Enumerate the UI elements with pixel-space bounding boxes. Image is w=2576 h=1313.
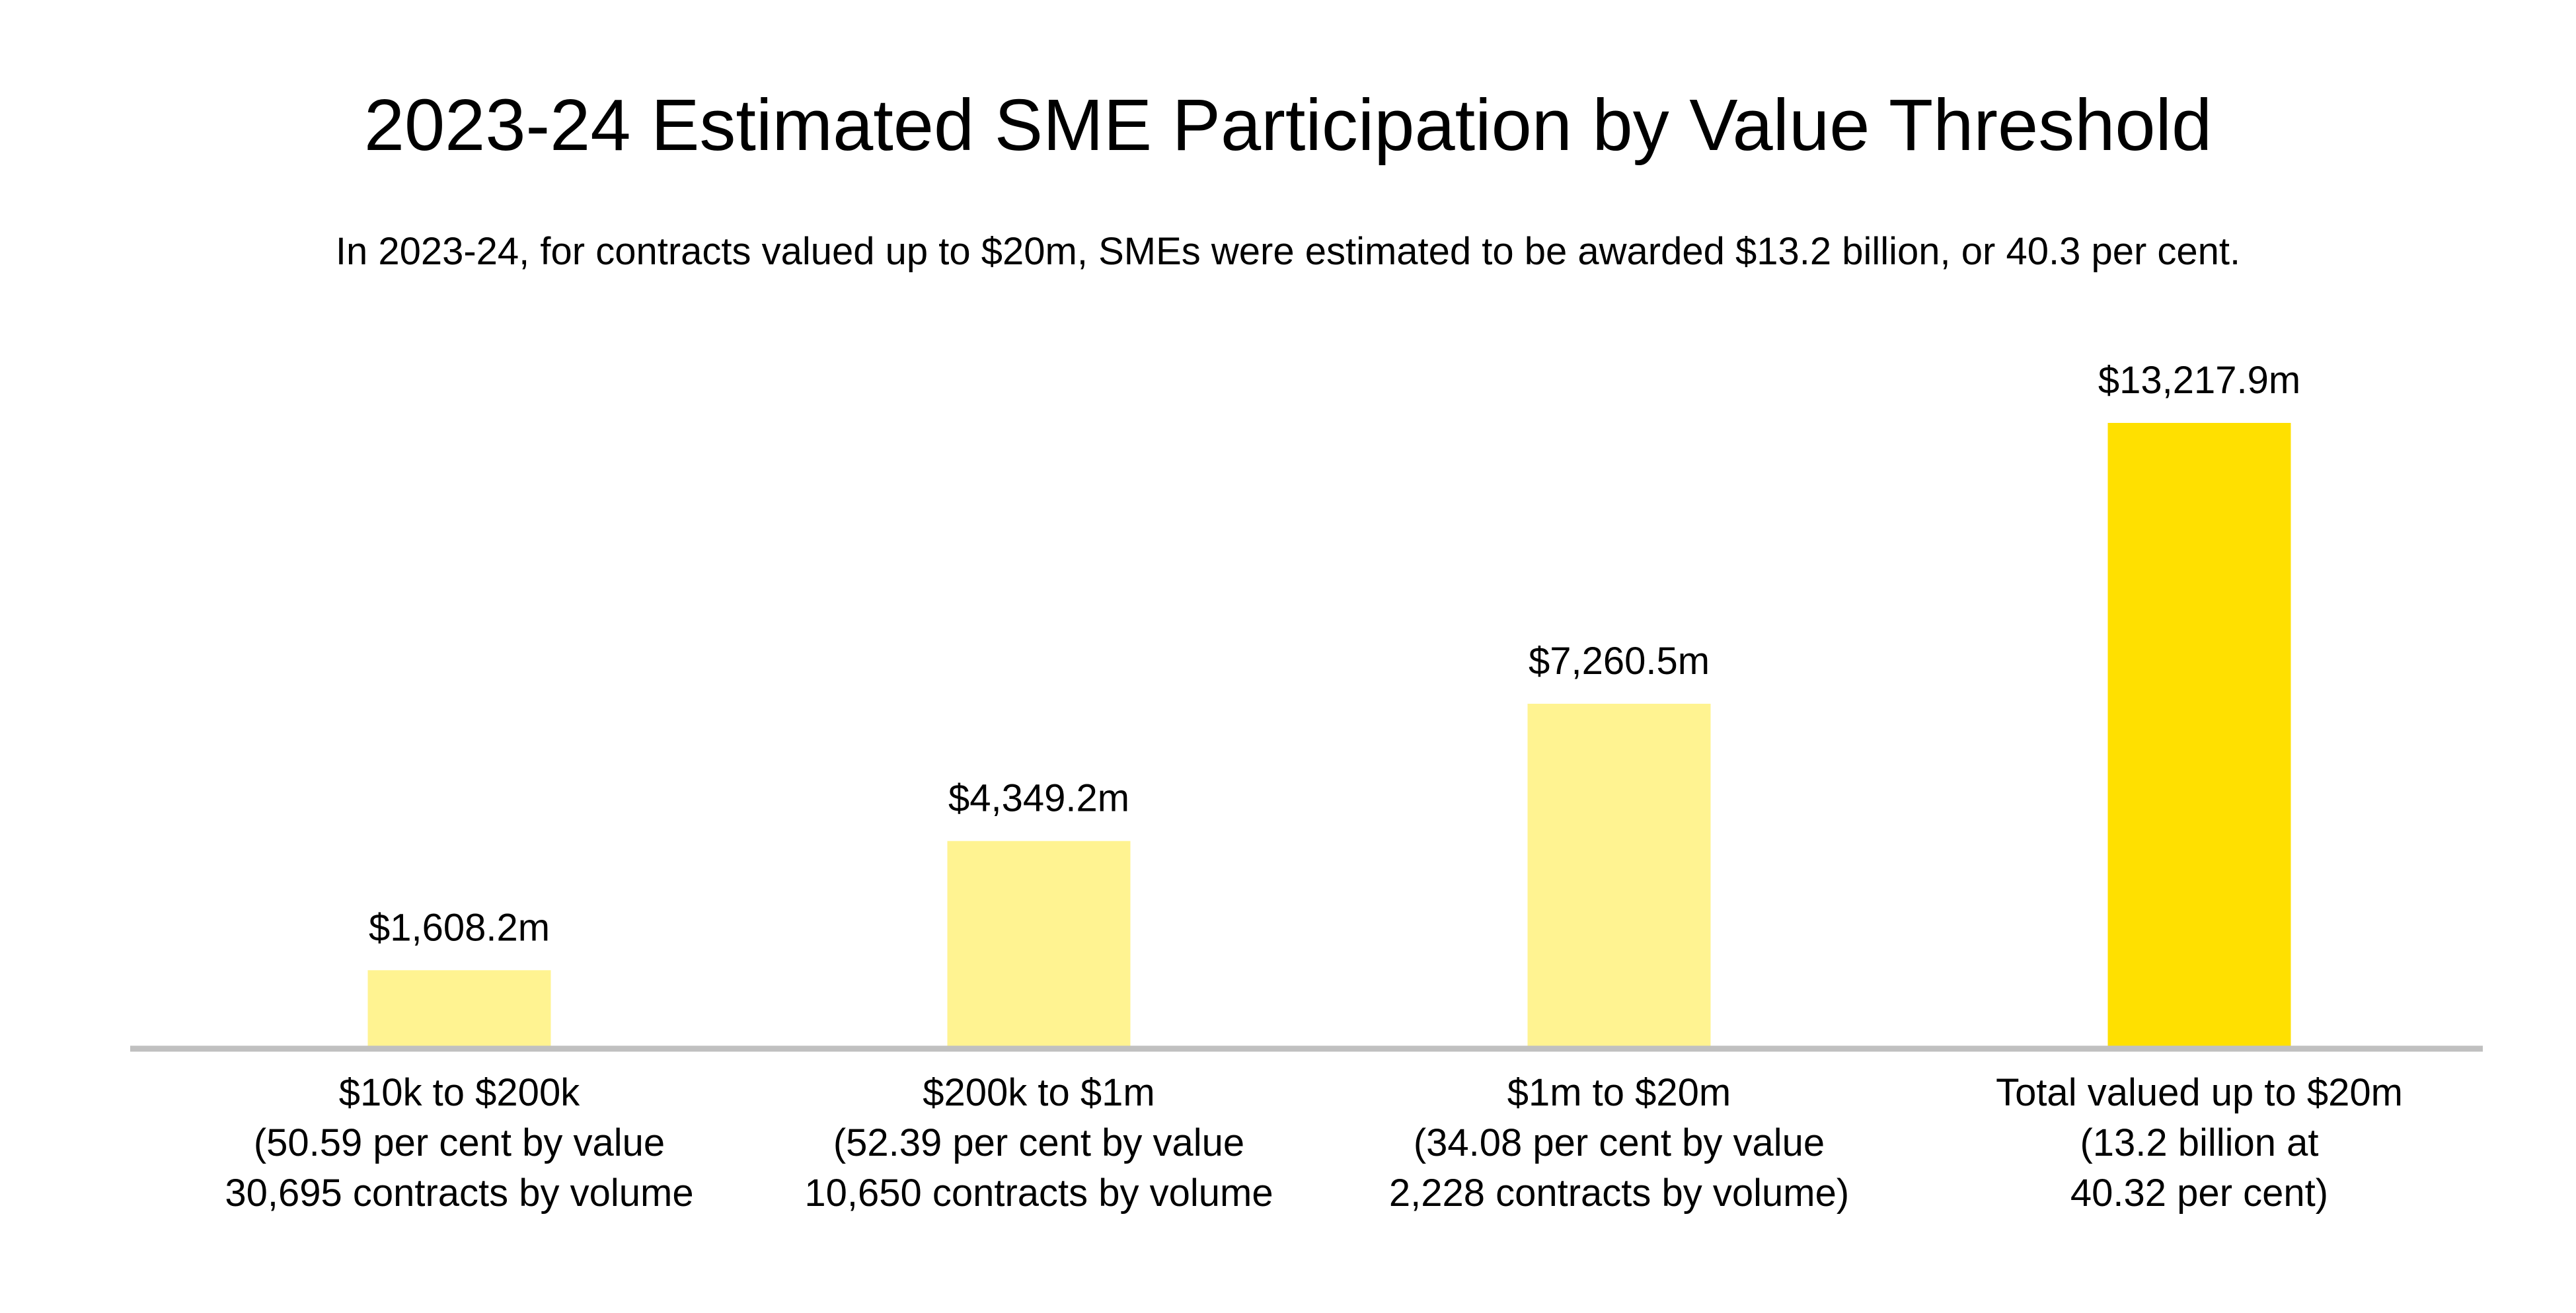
bars-layer: [367, 423, 2291, 1046]
category-label-line: (34.08 per cent by value: [1414, 1121, 1825, 1164]
category-label-line: Total valued up to $20m: [1996, 1071, 2403, 1114]
labels-layer: $1,608.2m $10k to $200k (50.59 per cent by…: [225, 359, 2403, 1215]
bar-value-label-2: $4,349.2m: [948, 777, 1129, 820]
bar-2: [947, 841, 1131, 1046]
category-label-line: (52.39 per cent by value: [833, 1121, 1244, 1164]
category-label-line: 2,228 contracts by volume): [1389, 1172, 1849, 1215]
bar-1: [367, 970, 551, 1046]
category-label-2: $200k to $1m (52.39 per cent by value 10,6…: [804, 1071, 1273, 1215]
category-label-line: $1m to $20m: [1507, 1071, 1731, 1114]
category-label-line: (50.59 per cent by value: [254, 1121, 665, 1164]
bar-value-label-4: $13,217.9m: [2098, 359, 2300, 402]
category-label-3: $1m to $20m (34.08 per cent by value 2,228…: [1389, 1071, 1849, 1215]
bar-value-label-1: $1,608.2m: [369, 906, 550, 949]
category-label-1: $10k to $200k (50.59 per cent by value 30,…: [225, 1071, 693, 1215]
category-label-line: 40.32 per cent): [2070, 1172, 2328, 1215]
category-label-line: $10k to $200k: [339, 1071, 580, 1114]
bar-value-label-3: $7,260.5m: [1529, 640, 1710, 683]
category-label-4: Total valued up to $20m (13.2 billion at 4…: [1996, 1071, 2403, 1215]
category-label-line: (13.2 billion at: [2080, 1121, 2318, 1164]
bar-3: [1527, 704, 1711, 1046]
category-label-line: 10,650 contracts by volume: [804, 1172, 1273, 1215]
chart-subtitle: In 2023-24, for contracts valued up to $…: [335, 230, 2241, 273]
category-label-line: $200k to $1m: [923, 1071, 1155, 1114]
category-label-line: 30,695 contracts by volume: [225, 1172, 693, 1215]
chart-title: 2023-24 Estimated SME Participation by V…: [363, 85, 2213, 166]
bar-4: [2107, 423, 2291, 1046]
